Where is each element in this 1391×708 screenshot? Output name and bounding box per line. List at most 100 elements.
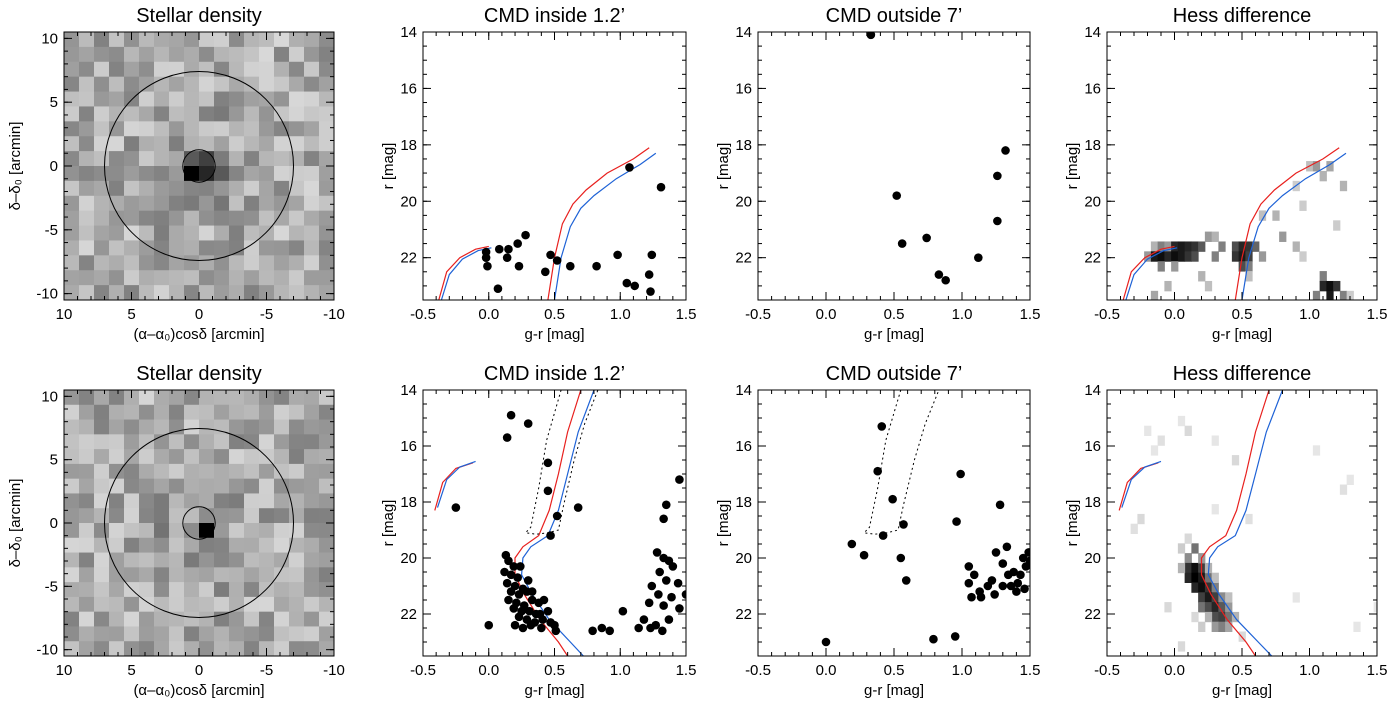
x-tick-label: -0.5 [745, 306, 771, 323]
hess-cell [1191, 572, 1199, 583]
x-tick-label: 0 [195, 306, 203, 323]
density-cell [319, 225, 334, 242]
star-point [929, 634, 938, 644]
density-cell [274, 449, 290, 465]
star-point [639, 615, 649, 624]
density-cell [139, 180, 155, 197]
hess-cell [1157, 261, 1165, 272]
density-cell [169, 404, 185, 421]
panel-0-3: -0.5 0.0 0.5 1.0 1.5 14 16 18 20 22 Hess differenc… [1064, 5, 1387, 343]
density-cell [64, 270, 80, 286]
density-cell [109, 537, 125, 554]
density-cell [244, 91, 260, 108]
plot-area [434, 390, 686, 656]
density-cell [109, 166, 125, 182]
x-tick-label: 0.5 [884, 662, 905, 679]
density-cell [169, 537, 185, 554]
density-cell [229, 76, 245, 93]
star-point [866, 32, 876, 40]
star-point [506, 570, 516, 580]
density-cell [184, 76, 200, 93]
density-cell [259, 195, 275, 212]
density-cell [214, 136, 230, 152]
density-cell [154, 240, 170, 256]
density-cell [154, 285, 170, 300]
density-cell [229, 567, 245, 583]
density-cell [214, 596, 230, 613]
density-cell [124, 434, 140, 450]
density-cell [304, 285, 320, 300]
density-cell [199, 32, 215, 48]
density-cell [94, 390, 110, 406]
star-point [509, 562, 519, 571]
density-cell [184, 523, 200, 539]
density-cell [274, 285, 290, 300]
density-cell [229, 255, 245, 271]
density-cell [274, 493, 290, 509]
star-point [934, 270, 944, 279]
density-cell [274, 611, 290, 628]
density-cell [259, 151, 275, 167]
density-cell [94, 225, 110, 242]
density-cell [319, 508, 334, 524]
star-point [668, 562, 678, 571]
density-cell [64, 32, 80, 48]
density-cell [169, 106, 185, 122]
density-cell [259, 419, 275, 435]
hess-cell [1299, 200, 1307, 211]
density-cell [244, 390, 260, 406]
x-tick-label: -0.5 [1094, 306, 1120, 323]
star-point [661, 576, 671, 585]
density-cell [244, 151, 260, 167]
density-cell [109, 136, 125, 152]
density-cell [229, 91, 245, 108]
density-cell [199, 478, 215, 495]
star-point [956, 469, 965, 479]
density-cell [154, 46, 170, 63]
density-cell [154, 255, 170, 271]
density-cell [79, 210, 95, 227]
x-axis-label: g-r [mag] [524, 682, 584, 699]
density-cell [109, 285, 125, 300]
density-cell [154, 523, 170, 539]
density-cell [274, 195, 290, 212]
density-cell [184, 611, 200, 628]
density-cell [214, 567, 230, 583]
density-cell [154, 180, 170, 197]
star-point [1013, 578, 1023, 588]
selection-box-line [524, 390, 599, 535]
density-cell [214, 61, 230, 78]
density-cell [244, 582, 260, 598]
density-cell [304, 180, 320, 197]
density-cell [304, 136, 320, 152]
x-tick-label: 1.0 [952, 662, 973, 679]
density-cell [214, 210, 230, 227]
density-cell [259, 537, 275, 554]
panel-title: CMD inside 1.2’ [484, 5, 625, 27]
star-point [644, 270, 654, 279]
density-cell [139, 151, 155, 167]
star-point [899, 520, 908, 529]
hess-cell [1198, 592, 1206, 603]
density-cell [274, 210, 290, 227]
blue-isochrone-line [553, 152, 657, 300]
hess-cell [1164, 251, 1172, 262]
density-cell [319, 390, 334, 406]
hess-cell [1177, 543, 1186, 554]
density-cell [304, 434, 320, 450]
hess-cell [1157, 435, 1165, 446]
density-cell [64, 596, 80, 613]
density-cell [169, 390, 185, 406]
density-cell [259, 180, 275, 197]
hess-cell [1198, 582, 1206, 593]
x-tick-label: 0.0 [1164, 306, 1185, 323]
density-cell [259, 46, 275, 63]
density-cell [79, 552, 95, 568]
star-point [990, 590, 999, 599]
density-cell [79, 166, 95, 182]
density-cell [124, 493, 140, 509]
density-cell [304, 61, 320, 78]
panel-title: CMD outside 7’ [826, 5, 963, 27]
density-cell [139, 449, 155, 465]
